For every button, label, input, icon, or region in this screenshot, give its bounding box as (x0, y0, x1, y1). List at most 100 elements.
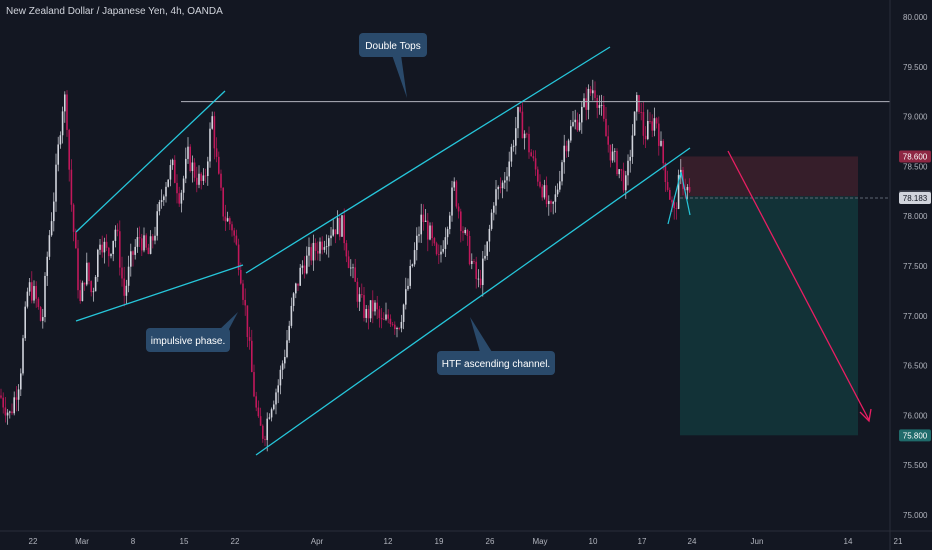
candle-body (147, 247, 150, 254)
candle-body (352, 267, 354, 269)
price-tag-target: 75.800 (899, 429, 931, 442)
candle-body (343, 215, 345, 244)
candle-body (636, 95, 638, 112)
callout-impulsive-phase[interactable]: impulsive phase. (146, 312, 238, 352)
y-tick-label: 76.500 (903, 362, 928, 371)
candle-body (493, 205, 495, 213)
y-tick-label: 79.500 (903, 63, 928, 72)
x-tick-label: 10 (589, 537, 598, 546)
candle-body (583, 98, 585, 107)
candle-body (160, 200, 163, 202)
flag-line-1[interactable] (667, 171, 682, 225)
candle-body (2, 397, 4, 408)
candle-body (248, 337, 251, 341)
callout-text: HTF ascending channel. (442, 359, 550, 370)
take-profit-zone[interactable] (680, 196, 858, 436)
candle-body (264, 438, 266, 441)
candle-body (266, 418, 268, 441)
x-tick-label: 26 (486, 537, 495, 546)
candle-body (257, 407, 260, 417)
candle-body (620, 169, 623, 171)
candle-body (435, 243, 438, 255)
candle-body (596, 97, 598, 108)
candle-body (429, 225, 431, 240)
price-tag-stop: 78.600 (899, 150, 931, 163)
candle-body (116, 229, 119, 232)
candle-body (594, 90, 596, 98)
candle-body (196, 177, 198, 185)
candle-body (336, 218, 339, 235)
candle-body (193, 162, 196, 178)
callout-double-tops[interactable]: Double Tops (359, 33, 427, 98)
candle-body (442, 248, 444, 252)
candle-body (396, 328, 398, 330)
candle-body (185, 158, 187, 179)
callout-pointer (218, 312, 238, 331)
projection-arrow-line[interactable] (727, 150, 870, 421)
candle-body (537, 169, 539, 182)
channel-lower-line[interactable] (255, 147, 691, 456)
candle-body (156, 211, 158, 236)
candle-body (616, 150, 618, 175)
candle-body (22, 338, 24, 374)
price-tag-box (899, 150, 931, 163)
candle-body (389, 318, 392, 324)
candle-body (99, 244, 101, 250)
candle-body (319, 241, 321, 254)
candle-body (119, 231, 121, 268)
candle-body (251, 340, 253, 373)
candle-body (477, 278, 480, 280)
x-tick-label: Jun (751, 537, 764, 546)
candle-body (268, 417, 271, 419)
candle-body (325, 246, 328, 248)
candle-body (400, 321, 403, 329)
candle-body (165, 186, 167, 197)
callout-box (359, 33, 427, 57)
callout-htf-channel[interactable]: HTF ascending channel. (437, 317, 555, 375)
candle-body (609, 144, 612, 161)
candle-body (561, 162, 563, 182)
candle-body (246, 305, 249, 338)
wedge-lower-line[interactable] (75, 264, 244, 322)
candle-body (528, 133, 530, 153)
candle-body (405, 289, 407, 305)
candle-body (226, 218, 229, 222)
candle-body (504, 180, 506, 183)
candle-body (143, 235, 145, 251)
candle-body (424, 220, 427, 222)
candle-body (4, 407, 7, 416)
candle-body (200, 173, 202, 181)
candle-body (229, 218, 231, 225)
y-axis[interactable]: 75.000 75.500 76.000 76.500 77.000 77.500 78.0… (903, 13, 928, 520)
candle-body (673, 202, 675, 209)
candle-body (112, 240, 114, 254)
stop-loss-zone[interactable] (680, 156, 858, 197)
candle-body (242, 283, 244, 300)
candle-body (299, 267, 301, 286)
candle-body (158, 201, 161, 212)
x-tick-label: 19 (435, 537, 444, 546)
candle-body (176, 182, 178, 194)
candle-body (625, 175, 627, 191)
x-tick-label: 21 (894, 537, 903, 546)
candle-body (127, 266, 130, 286)
candle-body (433, 238, 436, 244)
candle-body (556, 189, 559, 195)
candle-body (541, 186, 543, 198)
candle-body (466, 229, 469, 236)
candle-body (163, 196, 165, 201)
candle-body (671, 199, 673, 203)
candle-body (655, 118, 658, 124)
candle-body (9, 411, 11, 413)
wedge-upper-line[interactable] (75, 90, 226, 233)
candle-body (180, 192, 183, 204)
x-axis[interactable]: 22 Mar 8 15 22 Apr 12 19 26 May 10 17 24 Jun 14 21 (29, 537, 903, 546)
candle-body (416, 235, 418, 251)
candle-body (39, 307, 42, 321)
flag-line-2[interactable] (680, 171, 691, 216)
candle-body (358, 294, 361, 302)
candle-body (576, 119, 579, 131)
channel-upper-line[interactable] (245, 46, 611, 274)
